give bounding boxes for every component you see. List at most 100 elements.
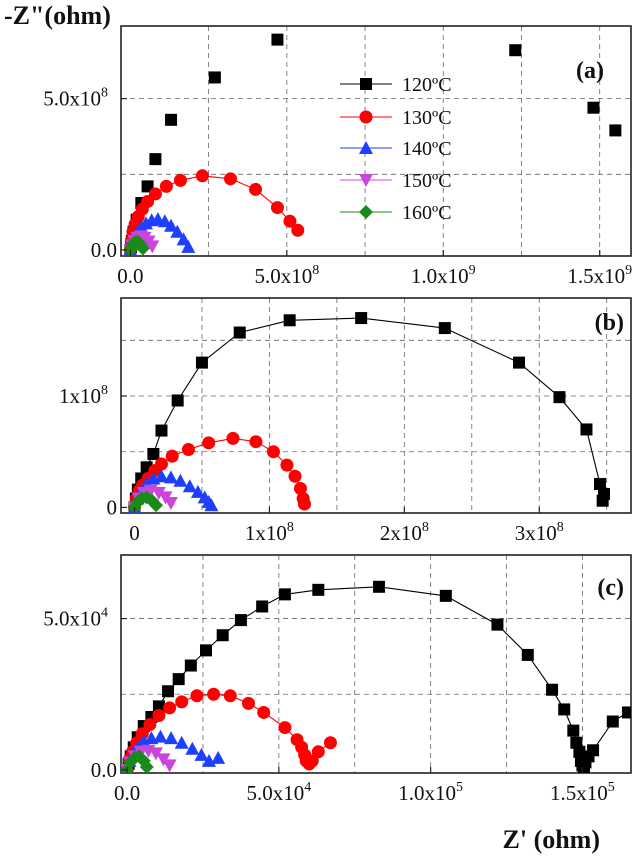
data-point-140 (190, 484, 205, 498)
panel-a-ticks: 0.0 5.0x108 1.0x109 1.5x109 0.0 5.0x108 (43, 86, 632, 288)
data-point-120 (587, 744, 600, 757)
data-point-130 (223, 689, 237, 703)
data-point-120 (553, 391, 566, 404)
data-point-130 (293, 481, 307, 495)
data-point-130 (152, 708, 166, 722)
legend-entry-140: 140ºC (340, 138, 452, 160)
legend-entry-120: 120ºC (340, 74, 452, 96)
data-point-120 (312, 583, 325, 596)
legend-marker-circle (359, 110, 373, 124)
panel-b-label: (b) (595, 310, 624, 336)
data-point-120 (609, 124, 622, 137)
data-point-130 (257, 705, 271, 719)
x-tick-label: 3x108 (515, 520, 564, 545)
data-point-120 (593, 478, 606, 491)
x-tick-label: 1x108 (245, 520, 294, 545)
data-point-140 (164, 731, 179, 745)
data-point-120 (171, 394, 184, 407)
data-point-140 (185, 741, 200, 755)
data-point-120 (233, 326, 246, 339)
panel-b-frame (120, 297, 632, 514)
data-point-150 (145, 240, 160, 254)
legend-label-150: 150ºC (402, 170, 452, 192)
data-point-130 (173, 173, 187, 187)
panel-a-label: (a) (576, 58, 604, 84)
data-point-120 (546, 683, 559, 696)
panel-c-label: (c) (597, 575, 624, 601)
x-tick-label: 0.0 (114, 781, 140, 805)
data-point-130 (249, 182, 263, 196)
data-point-120 (373, 580, 386, 593)
series-line-120 (126, 586, 629, 771)
data-point-140 (176, 232, 191, 246)
panel-c-frame (120, 554, 632, 774)
series-line-130 (129, 175, 299, 250)
panel-a-gridlines (121, 26, 631, 256)
y-tick-label: 5.0x104 (43, 606, 108, 631)
data-point-130 (283, 214, 297, 228)
data-point-120 (509, 44, 522, 57)
data-point-120 (165, 113, 178, 126)
data-point-160 (127, 500, 142, 513)
panel-c-ticks: 0.0 5.0x104 1.0x105 1.5x105 0.0 5.0x104 (43, 606, 615, 805)
data-point-130 (202, 436, 216, 450)
data-point-130 (154, 457, 168, 471)
data-point-130 (249, 435, 263, 449)
data-point-120 (283, 314, 296, 327)
data-point-120 (596, 494, 609, 507)
data-point-140 (154, 469, 169, 483)
data-point-130 (270, 201, 284, 215)
data-point-130 (159, 179, 173, 193)
data-point-130 (195, 169, 209, 183)
panel-b-plot-area (127, 312, 611, 513)
data-point-140 (194, 747, 209, 761)
data-point-120 (208, 71, 221, 84)
data-point-130 (181, 443, 195, 457)
data-point-160 (135, 241, 150, 256)
data-point-140 (173, 473, 188, 487)
data-point-130 (135, 727, 149, 741)
legend-label-120: 120ºC (402, 74, 452, 96)
panel-a: 0.0 5.0x108 1.0x109 1.5x109 0.0 5.0x108 (a) 1… (43, 25, 632, 288)
panel-b-gridlines (121, 298, 631, 513)
data-point-150 (162, 759, 177, 773)
data-point-130 (288, 469, 302, 483)
data-point-120 (216, 629, 229, 642)
data-point-130 (163, 701, 177, 715)
legend-marker-triangle-down (359, 174, 373, 187)
data-point-130 (224, 172, 238, 186)
data-point-130 (143, 718, 157, 732)
data-point-140 (164, 218, 179, 232)
data-point-120 (200, 644, 212, 657)
x-tick-label: 1.0x105 (398, 780, 463, 805)
data-point-140 (211, 750, 226, 764)
x-tick-label: 0.0 (117, 264, 143, 288)
data-point-130 (242, 696, 255, 710)
data-point-140 (170, 224, 185, 238)
x-axis-title: Z' (ohm) (503, 825, 601, 854)
data-point-140 (181, 239, 196, 253)
data-point-150 (151, 486, 166, 500)
data-point-130 (148, 187, 162, 201)
data-point-120 (606, 715, 619, 728)
panel-a-plot-area (123, 33, 622, 256)
data-point-120 (577, 763, 590, 773)
data-point-140 (174, 735, 189, 749)
data-point-120 (152, 700, 165, 713)
data-point-130 (323, 736, 337, 750)
panel-c-gridlines (121, 555, 631, 773)
data-point-120 (141, 180, 154, 193)
data-point-120 (278, 588, 291, 601)
data-point-120 (195, 356, 208, 369)
data-point-130 (175, 695, 189, 709)
legend-label-130: 130ºC (402, 107, 452, 129)
data-point-120 (438, 322, 451, 335)
data-point-140 (163, 470, 178, 484)
legend-marker-triangle-up (359, 141, 373, 154)
legend-label-140: 140ºC (402, 138, 452, 160)
legend: 120ºC 130ºC 140ºC 150ºC 160ºC (340, 74, 452, 224)
data-point-120 (172, 673, 185, 686)
data-point-120 (558, 703, 571, 716)
data-point-150 (163, 496, 178, 510)
data-point-140 (204, 498, 219, 512)
